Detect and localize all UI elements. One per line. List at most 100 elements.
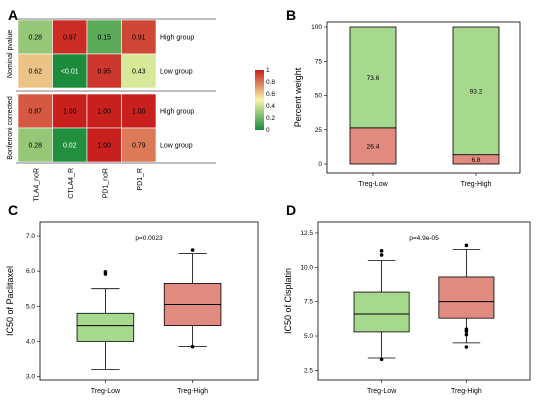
box-body bbox=[76, 312, 135, 342]
heatmap-cell-value: 0.87 bbox=[28, 109, 42, 116]
bar-segment bbox=[349, 127, 397, 165]
cisplatin-boxplot-panel: 2.5 5.0 7.5 10.0 12.5 IC50 of Cisplatin p=4.9e… bbox=[283, 221, 531, 395]
colorbar-tick-label: 0.6 bbox=[266, 91, 275, 98]
bar-segment bbox=[349, 26, 397, 129]
box-outlier-point bbox=[464, 332, 469, 337]
y-tick-label: 5.0 bbox=[304, 333, 313, 340]
heatmap-cell-value: 1.00 bbox=[97, 143, 111, 150]
p-value-annotation: p=0.0023 bbox=[135, 235, 163, 242]
y-axis-label: IC50 of Paclitaxel bbox=[5, 266, 15, 336]
x-tick-label: Treg-Low bbox=[358, 181, 388, 188]
x-tick-label: Treg-High bbox=[451, 388, 482, 395]
y-tick-label: 75 bbox=[315, 58, 323, 65]
y-tick-label: 50 bbox=[315, 93, 323, 100]
heatmap-column-label: TLA4_noR bbox=[33, 168, 40, 201]
y-tick-label: 5.0 bbox=[26, 303, 35, 310]
colorbar-tick-label: 1 bbox=[266, 67, 270, 74]
heatmap-cell-value: 0.43 bbox=[132, 69, 146, 76]
heatmap-cell bbox=[52, 53, 88, 89]
heatmap-cell bbox=[17, 19, 53, 55]
heatmap-cell bbox=[52, 93, 88, 129]
heatmap-cell-value: <0.01 bbox=[61, 69, 79, 76]
heatmap-cell-value: 0.28 bbox=[28, 143, 42, 150]
heatmap-cell-value: 1.00 bbox=[63, 109, 77, 116]
heatmap-cell-value: 0.62 bbox=[28, 69, 42, 76]
heatmap-cell-value: 0.79 bbox=[132, 143, 146, 150]
plot-frame bbox=[326, 21, 521, 174]
y-axis-label: IC50 of Cisplatin bbox=[283, 268, 293, 334]
heatmap-column-label: CTLA4_R bbox=[68, 168, 75, 199]
plot-frame bbox=[39, 221, 259, 381]
x-tick-label: Treg-Low bbox=[91, 388, 121, 395]
x-tick-label: Treg-High bbox=[177, 388, 208, 395]
y-tick-label: 25 bbox=[315, 127, 323, 134]
y-tick-label: 4.0 bbox=[26, 338, 35, 345]
heatmap-column-label: PD1_noR bbox=[102, 168, 109, 198]
box-outlier-point bbox=[464, 243, 469, 248]
box-outlier-point bbox=[379, 253, 384, 257]
y-tick-label: 7.5 bbox=[304, 299, 313, 306]
heatmap-cell bbox=[86, 53, 122, 89]
heatmap-cell-value: 0.02 bbox=[63, 143, 77, 150]
box-outlier-point bbox=[464, 327, 469, 331]
heatmap-cell bbox=[52, 127, 88, 163]
bar-segment bbox=[452, 26, 500, 156]
paclitaxel-boxplot-panel: 3.0 4.0 5.0 6.0 7.0 IC50 of Paclitaxel p=0.002… bbox=[5, 221, 259, 395]
heatmap-row-label: High group bbox=[160, 109, 194, 116]
heatmap-cell-value: 0.28 bbox=[28, 35, 42, 42]
box-outlier-point bbox=[379, 249, 384, 253]
panel-letter-b: B bbox=[286, 7, 296, 23]
y-tick-label: 7.0 bbox=[26, 233, 35, 240]
heatmap-cell-value: 0.95 bbox=[97, 69, 111, 76]
heatmap-cell-value: 0.97 bbox=[63, 35, 77, 42]
box-outlier-point bbox=[190, 248, 195, 252]
y-tick-label: 0 bbox=[318, 161, 322, 168]
colorbar bbox=[255, 70, 264, 130]
bar-value-label: 26.4 bbox=[367, 143, 380, 150]
heatmap-cell-value: 0.15 bbox=[97, 35, 111, 42]
heatmap-cell bbox=[121, 53, 157, 89]
heatmap-row-label: High group bbox=[160, 35, 194, 42]
y-tick-label: 2.5 bbox=[304, 367, 313, 374]
box-body bbox=[438, 276, 495, 319]
heatmap-column-label: PD1_R bbox=[137, 168, 144, 191]
stacked-bar-panel: 0 25 50 75 100 Percent weight 26.4 73.6 Treg-Low… bbox=[293, 21, 521, 188]
y-tick-label: 6.0 bbox=[26, 268, 35, 275]
box-outlier-point bbox=[464, 345, 469, 349]
y-tick-label: 10.0 bbox=[300, 264, 313, 271]
box-outlier-point bbox=[379, 357, 384, 362]
y-tick-label: 3.0 bbox=[26, 373, 35, 380]
heatmap-cell-value: 1.00 bbox=[132, 109, 146, 116]
panel-letter-a: A bbox=[8, 7, 18, 23]
x-tick-label: Treg-High bbox=[461, 181, 492, 188]
plot-frame bbox=[317, 221, 531, 381]
y-tick-label: 100 bbox=[311, 24, 322, 31]
box-body bbox=[353, 291, 410, 333]
heatmap-cell-value: 0.91 bbox=[132, 35, 146, 42]
heatmap-cell bbox=[52, 19, 88, 55]
heatmap-cell bbox=[121, 127, 157, 163]
heatmap-row-label: Low group bbox=[160, 69, 193, 76]
panel-letter-c: C bbox=[8, 202, 18, 218]
heatmap-cell bbox=[86, 19, 122, 55]
heatmap-row-label: Low group bbox=[160, 143, 193, 150]
y-axis-label: Percent weight bbox=[293, 67, 303, 127]
bar-value-label: 6.8 bbox=[471, 157, 480, 164]
heatmap-group-label: Bonferroni corrected bbox=[7, 96, 14, 160]
panel-letter-d: D bbox=[286, 202, 296, 218]
heatmap-cell bbox=[17, 53, 53, 89]
box-outlier-point bbox=[103, 270, 108, 274]
heatmap-panel: 0.28 0.97 0.15 0.91 High group 0.62 <0.01 0.95 0… bbox=[7, 18, 275, 201]
bar-value-label: 73.6 bbox=[367, 75, 380, 82]
heatmap-cell bbox=[121, 19, 157, 55]
colorbar-tick-label: 0.4 bbox=[266, 103, 275, 110]
heatmap-cell bbox=[17, 127, 53, 163]
bar-value-label: 93.2 bbox=[470, 88, 483, 95]
heatmap-group-label: Nominal pvalue bbox=[7, 30, 14, 78]
colorbar-tick-label: 0.8 bbox=[266, 79, 275, 86]
box-outlier-point bbox=[190, 344, 195, 349]
heatmap-cell bbox=[121, 93, 157, 129]
x-tick-label: Treg-Low bbox=[367, 388, 397, 395]
y-tick-label: 12.5 bbox=[300, 230, 313, 237]
